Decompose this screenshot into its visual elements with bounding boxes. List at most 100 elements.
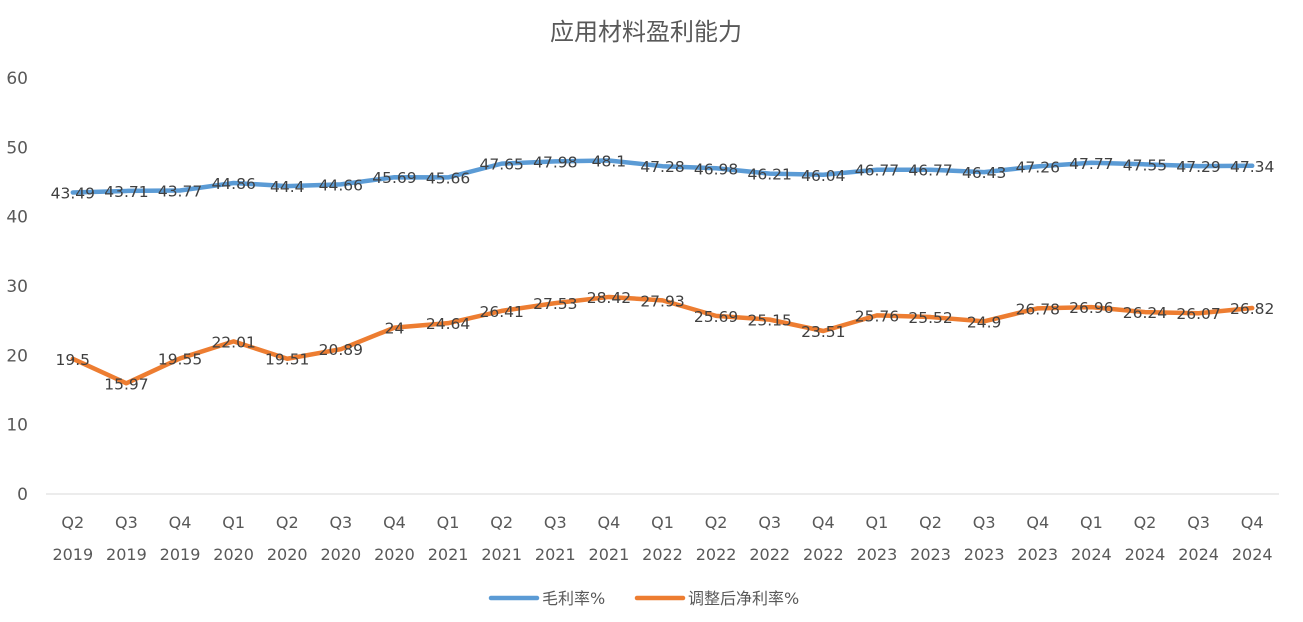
data-label: 28.42 (587, 289, 631, 307)
x-tick-year: 2023 (910, 545, 951, 564)
x-tick-quarter: Q2 (705, 513, 728, 532)
data-label: 15.97 (104, 375, 148, 393)
x-tick-year: 2021 (535, 545, 576, 564)
x-tick-quarter: Q2 (276, 513, 299, 532)
data-label: 26.07 (1176, 305, 1220, 323)
x-tick-year: 2024 (1178, 545, 1219, 564)
data-label: 43.77 (158, 183, 202, 201)
x-tick-quarter: Q4 (383, 513, 406, 532)
data-label: 24.9 (967, 313, 1002, 331)
x-axis: Q2 2019 Q3 2019 Q4 2019 Q1 2020 Q2 2020 Q3 2020 Q4 20… (52, 513, 1272, 564)
x-tick-year: 2023 (964, 545, 1005, 564)
data-label: 46.21 (748, 166, 792, 184)
x-tick-quarter: Q1 (651, 513, 674, 532)
y-tick-label: 30 (6, 277, 28, 297)
x-tick-quarter: Q3 (115, 513, 138, 532)
series-line-gross-margin (70, 158, 1255, 195)
x-tick-year: 2024 (1125, 545, 1166, 564)
data-label: 43.71 (104, 183, 148, 201)
x-tick-year: 2021 (481, 545, 522, 564)
x-tick-year: 2019 (52, 545, 93, 564)
x-tick-year: 2023 (1017, 545, 1058, 564)
x-tick-quarter: Q2 (490, 513, 513, 532)
data-label: 26.41 (479, 303, 523, 321)
x-tick-year: 2021 (428, 545, 469, 564)
x-tick-quarter: Q2 (1134, 513, 1157, 532)
data-label: 47.26 (1016, 158, 1060, 176)
data-label: 20.89 (319, 341, 363, 359)
x-tick-year: 2020 (267, 545, 308, 564)
x-tick-quarter: Q1 (1080, 513, 1103, 532)
data-label: 44.66 (319, 176, 363, 194)
x-tick-year: 2022 (803, 545, 844, 564)
x-tick-year: 2022 (642, 545, 683, 564)
x-tick-year: 2019 (106, 545, 147, 564)
x-tick-year: 2022 (696, 545, 737, 564)
x-tick-quarter: Q4 (1026, 513, 1049, 532)
x-tick-quarter: Q3 (544, 513, 567, 532)
data-label: 47.65 (479, 156, 523, 174)
data-label: 44.86 (211, 175, 255, 193)
data-label: 19.51 (265, 351, 309, 369)
y-tick-label: 50 (6, 138, 28, 158)
data-label: 19.55 (158, 350, 202, 368)
x-tick-quarter: Q4 (812, 513, 835, 532)
data-label: 24.64 (426, 315, 470, 333)
data-label: 43.49 (51, 184, 95, 202)
data-label: 46.43 (962, 164, 1006, 182)
series-line-adjusted-net-margin (70, 294, 1255, 386)
data-label: 45.66 (426, 169, 470, 187)
data-label: 47.28 (640, 158, 684, 176)
x-tick-quarter: Q2 (919, 513, 942, 532)
data-label: 47.55 (1123, 156, 1167, 174)
x-tick-quarter: Q1 (866, 513, 889, 532)
data-label: 26.78 (1016, 300, 1060, 318)
series-layer (70, 158, 1255, 386)
legend-label: 毛利率% (542, 589, 605, 608)
data-label: 46.04 (801, 167, 845, 185)
x-tick-year: 2023 (857, 545, 898, 564)
x-tick-quarter: Q1 (437, 513, 460, 532)
data-label: 26.82 (1230, 300, 1274, 318)
data-label: 26.96 (1069, 299, 1113, 317)
x-tick-quarter: Q4 (598, 513, 621, 532)
x-tick-quarter: Q3 (329, 513, 352, 532)
y-tick-label: 0 (17, 485, 28, 505)
data-label: 47.34 (1230, 158, 1274, 176)
x-tick-year: 2019 (160, 545, 201, 564)
x-tick-quarter: Q2 (61, 513, 84, 532)
x-tick-year: 2020 (320, 545, 361, 564)
data-label: 19.5 (56, 351, 91, 369)
data-label: 48.1 (592, 153, 627, 171)
data-label: 47.77 (1069, 155, 1113, 173)
legend: 毛利率% 调整后净利率% (488, 589, 799, 608)
x-tick-quarter: Q4 (169, 513, 192, 532)
data-label: 25.52 (908, 309, 952, 327)
x-tick-year: 2024 (1071, 545, 1112, 564)
data-label: 44.4 (270, 178, 305, 196)
x-tick-year: 2020 (374, 545, 415, 564)
x-tick-quarter: Q1 (222, 513, 245, 532)
data-label: 25.69 (694, 308, 738, 326)
y-tick-label: 60 (6, 69, 28, 89)
legend-label: 调整后净利率% (688, 589, 799, 608)
data-labels-layer: 43.49 43.71 43.77 44.86 44.4 44.66 45.69 45.66 4… (51, 153, 1275, 394)
data-label: 26.24 (1123, 304, 1167, 322)
data-label: 27.93 (640, 292, 684, 310)
x-tick-year: 2021 (589, 545, 630, 564)
chart-title: 应用材料盈利能力 (550, 18, 742, 46)
x-tick-quarter: Q4 (1241, 513, 1264, 532)
data-label: 25.15 (748, 312, 792, 330)
data-label: 25.76 (855, 307, 899, 325)
data-label: 46.98 (694, 160, 738, 178)
data-label: 24 (385, 320, 405, 338)
data-label: 46.77 (855, 162, 899, 180)
y-axis: 0 10 20 30 40 50 60 (6, 69, 28, 505)
data-label: 45.69 (372, 169, 416, 187)
x-tick-quarter: Q3 (1187, 513, 1210, 532)
y-tick-label: 20 (6, 346, 28, 366)
data-label: 23.51 (801, 323, 845, 341)
data-label: 46.77 (908, 162, 952, 180)
